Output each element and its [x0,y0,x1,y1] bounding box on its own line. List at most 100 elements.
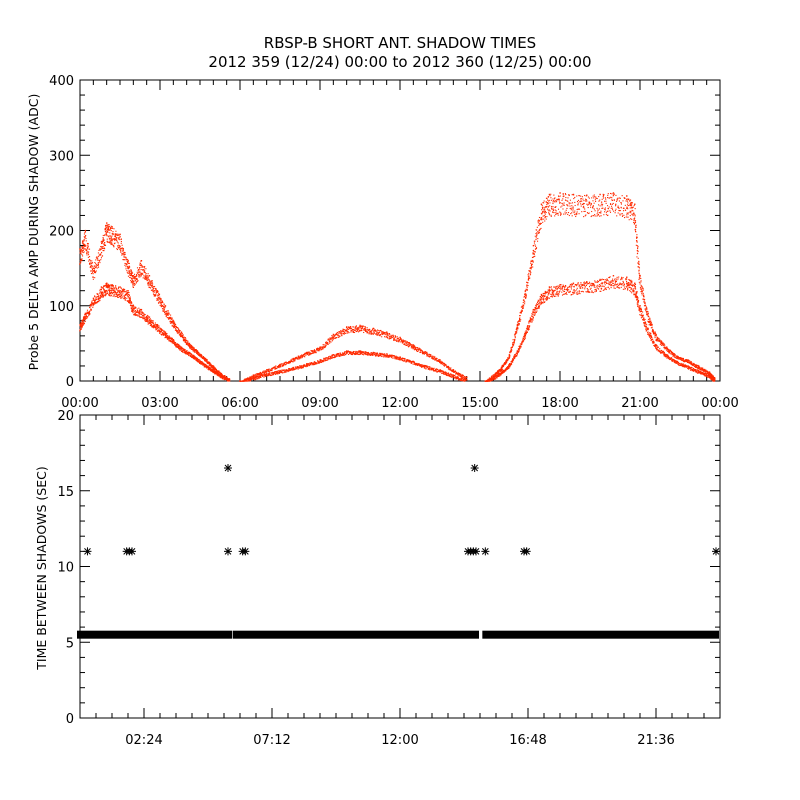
point-cloud [189,353,191,355]
point-cloud [385,355,387,357]
point-cloud [463,378,465,380]
point-cloud [100,253,102,255]
point-cloud [384,353,386,355]
point-cloud [158,294,160,296]
point-cloud [153,291,155,293]
point-cloud [397,337,400,339]
point-cloud [184,350,186,352]
point-cloud [205,359,207,361]
point-cloud [110,236,112,238]
point-cloud [136,280,138,282]
point-cloud [96,267,98,269]
point-cloud [322,346,324,348]
point-cloud [92,304,94,306]
point-cloud [140,316,142,318]
point-cloud [153,294,155,296]
point-cloud [106,285,108,287]
point-cloud [412,363,414,365]
point-cloud [420,365,422,367]
point-cloud [390,355,392,357]
point-cloud [366,354,368,356]
point-cloud [104,290,107,293]
point-cloud [139,313,141,315]
point-cloud [331,357,333,359]
point-cloud [187,343,189,345]
point-cloud [520,306,522,308]
point-cloud [329,357,331,359]
point-cloud [175,325,177,327]
point-cloud [202,362,204,364]
point-cloud [106,225,108,227]
point-cloud [198,359,200,361]
point-cloud [145,277,147,279]
point-cloud [165,332,167,335]
point-cloud [128,267,130,269]
point-cloud [256,376,258,378]
point-cloud [92,267,95,269]
point-cloud [505,360,507,362]
point-cloud [83,321,85,323]
point-cloud [133,309,135,312]
point-cloud [392,336,394,338]
point-cloud [275,365,277,367]
point-cloud [179,347,181,349]
point-cloud [386,333,388,335]
point-cloud [109,285,111,287]
point-cloud [455,376,457,378]
point-cloud [96,264,98,266]
point-cloud [291,369,293,371]
point-cloud [383,356,385,358]
point-cloud [206,365,208,367]
point-cloud [96,256,98,258]
point-cloud [512,343,514,345]
point-cloud [265,374,267,376]
point-cloud [104,244,106,246]
point-cloud [82,241,84,243]
point-cloud [289,360,291,362]
point-cloud [361,353,363,355]
data-point [148,275,151,277]
point-cloud [165,335,167,337]
point-cloud [345,353,347,356]
point-cloud [384,336,386,338]
point-cloud [129,296,131,298]
top-y-axis-label: Probe 5 DELTA AMP DURING SHADOW (ADC) [26,94,41,371]
point-cloud [180,348,182,350]
point-cloud [197,360,199,362]
point-cloud [185,353,187,355]
point-cloud [83,244,85,246]
point-cloud [183,336,185,338]
point-cloud [411,347,413,349]
point-cloud [116,292,118,294]
point-cloud [171,324,173,326]
point-cloud [426,366,429,368]
point-cloud [423,366,426,368]
point-cloud [159,301,161,303]
point-cloud [338,353,340,355]
point-cloud [209,362,211,365]
point-cloud [438,358,440,361]
point-cloud [160,303,162,305]
point-cloud [131,310,133,312]
point-cloud [399,337,401,339]
point-cloud [517,323,520,325]
point-cloud [174,344,176,346]
point-cloud [218,373,220,375]
point-cloud [349,351,351,353]
point-cloud [418,348,420,350]
point-cloud [289,370,291,372]
point-cloud [458,374,460,376]
point-cloud [218,371,220,373]
point-cloud [354,352,356,354]
point-cloud [151,284,153,286]
point-cloud [119,290,122,292]
point-cloud [184,337,187,339]
point-cloud [226,379,228,381]
point-cloud [175,344,177,346]
data-point [319,359,321,361]
point-cloud [135,311,137,313]
point-cloud [125,259,127,261]
point-cloud [126,290,128,292]
point-cloud [413,361,415,363]
point-cloud [90,264,92,266]
